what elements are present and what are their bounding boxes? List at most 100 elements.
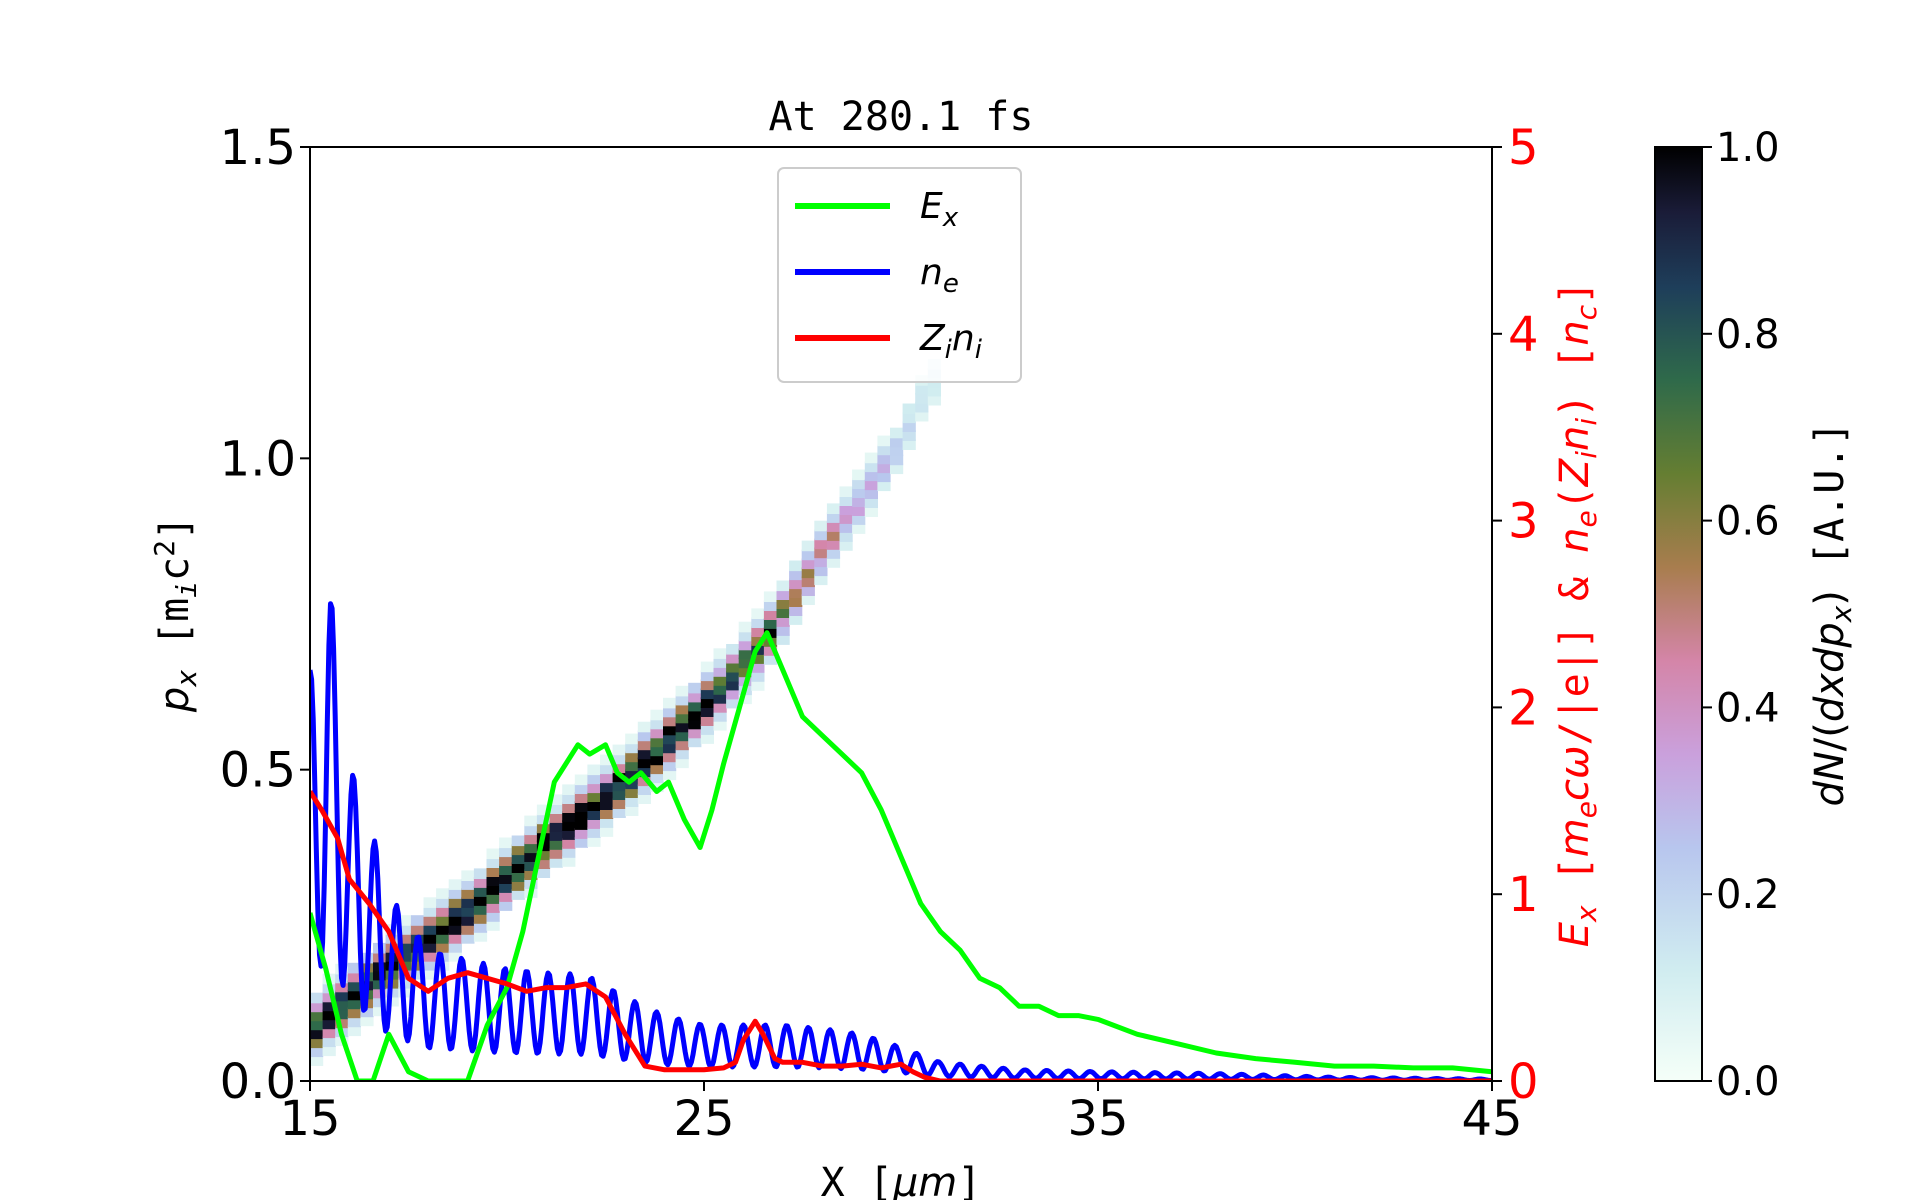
- x-tick-label: 45: [1461, 1091, 1522, 1147]
- heatmap-cell: [763, 591, 778, 602]
- heatmap-cell: [499, 900, 513, 911]
- heatmap-cell: [650, 736, 664, 748]
- heatmap-cell: [650, 763, 664, 775]
- heatmap-cell: [587, 782, 601, 794]
- heatmap-cell: [839, 513, 853, 524]
- heatmap-cell: [726, 679, 740, 691]
- x-axis-label: X [μm]: [821, 1160, 982, 1200]
- heatmap-cell: [473, 877, 488, 888]
- heatmap-cell: [852, 505, 866, 516]
- heatmap-cell: [461, 906, 475, 917]
- heatmap-cell: [637, 721, 651, 733]
- heatmap-cell: [776, 616, 790, 627]
- heatmap-cell: [322, 1036, 336, 1048]
- heatmap-cell: [562, 811, 576, 822]
- heatmap-cell: [587, 791, 601, 802]
- heatmap-cell: [461, 879, 475, 890]
- heatmap-cell: [864, 488, 878, 499]
- heatmap-cell: [738, 666, 752, 678]
- heatmap-cell: [688, 718, 702, 730]
- heatmap-cell: [751, 662, 765, 673]
- y-axis-right: 0 1 2 3 4 5: [1492, 120, 1539, 1110]
- heatmap-cell: [826, 521, 841, 532]
- heatmap-cell: [335, 999, 349, 1011]
- heatmap-cell: [600, 772, 614, 784]
- y2-tick-label: 1: [1508, 867, 1539, 923]
- y2-tick-label: 3: [1508, 494, 1539, 550]
- heatmap-cell: [398, 933, 412, 944]
- heatmap-cell: [663, 751, 677, 763]
- heatmap-cell: [801, 585, 815, 596]
- heatmap-cell: [423, 969, 437, 980]
- heatmap-cell: [738, 621, 752, 633]
- heatmap-cell: [776, 625, 790, 636]
- heatmap-cell: [826, 548, 841, 559]
- heatmap-cell: [448, 888, 462, 899]
- heatmap-cell: [448, 942, 462, 953]
- heatmap-cell: [511, 880, 525, 891]
- heatmap-cell: [789, 578, 803, 590]
- heatmap-cell: [801, 567, 815, 579]
- heatmap-cell: [890, 436, 904, 448]
- heatmap-cell: [663, 697, 677, 709]
- heatmap-cell: [864, 470, 878, 482]
- heatmap-cell: [852, 496, 866, 507]
- heatmap-cell: [763, 627, 778, 638]
- legend: Ex ne Zini: [777, 167, 1022, 383]
- heatmap-cell: [700, 661, 714, 673]
- heatmap-cell: [587, 809, 601, 820]
- heatmap-cell: [700, 697, 714, 708]
- heatmap-cell: [600, 808, 614, 819]
- heatmap-cell: [499, 837, 513, 849]
- heatmap-cell: [877, 480, 891, 492]
- heatmap-cell: [675, 685, 689, 697]
- heatmap-cell: [663, 733, 677, 745]
- heatmap-cell: [738, 657, 752, 669]
- heatmap-cell: [499, 873, 513, 884]
- y-tick-label: 1.0: [220, 431, 296, 487]
- heatmap-cell: [675, 703, 689, 715]
- heatmap-cell: [852, 487, 866, 498]
- heatmap-cell: [864, 452, 878, 464]
- heatmap-cell: [436, 906, 450, 917]
- heatmap-cell: [410, 915, 425, 926]
- heatmap-cell: [675, 730, 689, 742]
- heatmap-cell: [423, 897, 437, 908]
- heatmap-cell: [852, 469, 866, 481]
- heatmap-cell: [448, 915, 462, 926]
- heatmap-cell: [310, 1001, 324, 1013]
- heatmap-cell: [536, 840, 551, 852]
- heatmap-cell: [423, 951, 437, 962]
- heatmap-cell: [461, 924, 475, 935]
- heatmap-cell: [700, 706, 714, 717]
- heatmap-cell: [549, 803, 563, 814]
- heatmap-cell: [713, 648, 727, 659]
- heatmap-cell: [751, 653, 765, 664]
- heatmap-cell: [499, 882, 513, 893]
- heatmap-cell: [486, 884, 500, 895]
- heatmap-cell: [877, 462, 891, 474]
- heatmap-cell: [473, 913, 488, 924]
- heatmap-cell: [322, 1027, 336, 1039]
- heatmap-cell: [751, 608, 765, 619]
- heatmap-cell: [423, 960, 437, 971]
- heatmap-cell: [738, 648, 752, 660]
- heatmap-cell: [436, 933, 450, 944]
- heatmap-cell: [650, 718, 664, 730]
- heatmap-cell: [915, 401, 929, 413]
- heatmap-cell: [322, 1018, 336, 1030]
- y2-axis-label: Ex [mecω/|e|] & ne(Zini) [nc]: [1552, 281, 1603, 948]
- heatmap-cell: [562, 856, 576, 867]
- heatmap-cell: [763, 645, 778, 656]
- heatmap-cell: [902, 439, 916, 450]
- heatmap-cell: [574, 828, 588, 839]
- heatmap-cell: [915, 410, 929, 422]
- heatmap-cell: [461, 888, 475, 899]
- heatmap-cell: [486, 911, 500, 922]
- heatmap-cell: [461, 897, 475, 908]
- heatmap-cell: [373, 987, 387, 999]
- heatmap-cell: [562, 784, 576, 795]
- heatmap-cell: [612, 798, 626, 809]
- line-series: [310, 601, 1492, 1081]
- heatmap-cell: [713, 675, 727, 686]
